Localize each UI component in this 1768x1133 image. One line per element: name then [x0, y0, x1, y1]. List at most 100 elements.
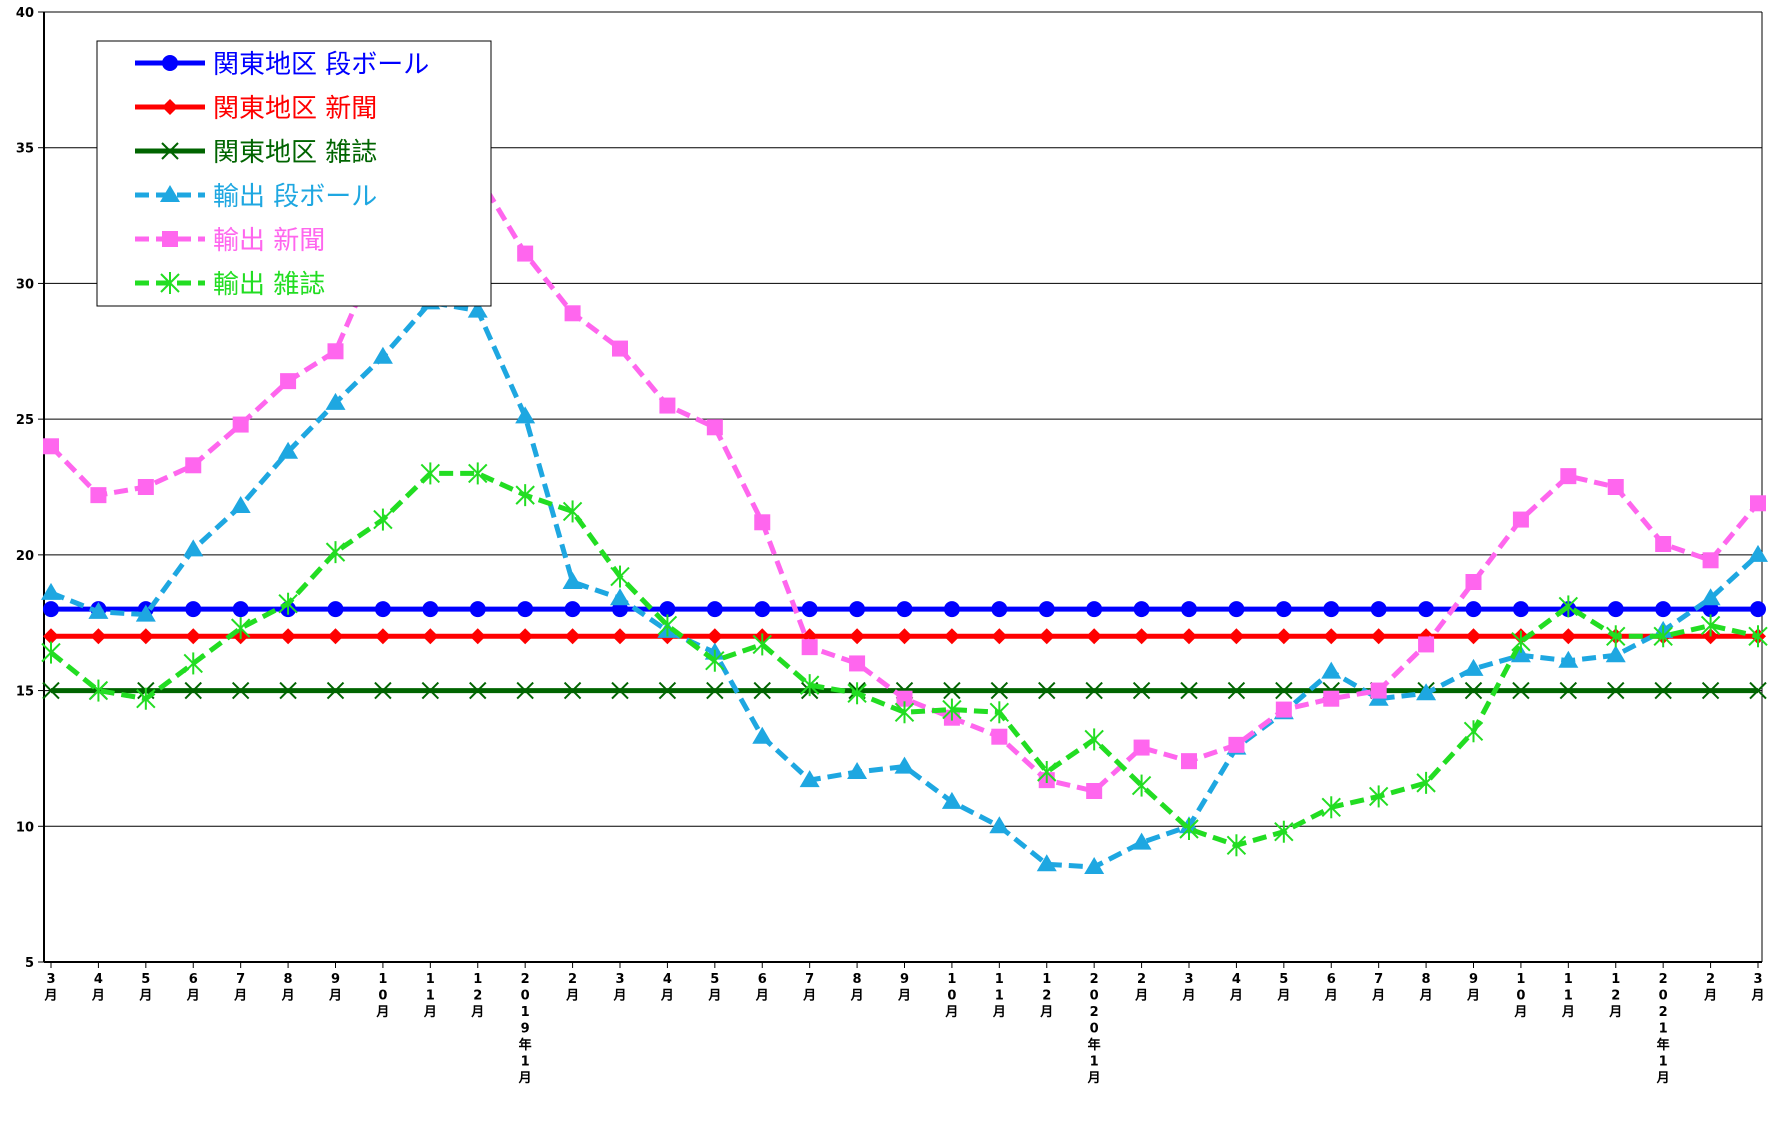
data-point	[847, 762, 868, 779]
data-point	[1227, 681, 1246, 700]
data-point	[1180, 681, 1198, 700]
data-point	[753, 681, 771, 700]
data-point	[754, 601, 771, 618]
data-point	[230, 496, 251, 513]
data-point	[517, 601, 534, 618]
data-point	[1512, 601, 1529, 618]
data-point	[657, 614, 678, 637]
data-point	[1748, 625, 1768, 648]
data-point	[1607, 601, 1624, 618]
data-point	[799, 770, 820, 788]
data-point	[943, 601, 960, 618]
data-point	[849, 655, 866, 672]
data-point	[1321, 796, 1341, 819]
data-point	[1084, 857, 1105, 874]
data-point	[564, 628, 581, 645]
data-point	[1133, 601, 1150, 618]
data-point	[801, 601, 818, 618]
data-point	[989, 701, 1010, 724]
legend-label: 輸出 新聞	[213, 226, 325, 256]
data-point	[469, 628, 486, 645]
data-point	[896, 601, 913, 618]
y-tick-label: 5	[25, 956, 34, 971]
data-point	[943, 681, 961, 700]
data-point	[41, 582, 61, 600]
data-point	[1655, 601, 1672, 618]
data-point	[1700, 614, 1721, 637]
data-point	[517, 245, 534, 262]
data-point	[1038, 681, 1056, 700]
data-point	[231, 681, 250, 700]
data-point	[894, 701, 915, 724]
data-point	[184, 681, 202, 700]
data-point	[1181, 628, 1197, 645]
data-point	[1323, 628, 1340, 645]
data-point	[1133, 739, 1150, 756]
data-point	[373, 508, 393, 531]
data-point	[280, 628, 297, 645]
data-point	[941, 791, 962, 809]
legend-box	[96, 40, 492, 307]
data-point	[562, 572, 583, 589]
data-point	[1275, 601, 1292, 618]
data-point	[325, 541, 346, 564]
data-point	[374, 628, 391, 645]
data-point	[1701, 681, 1720, 700]
data-point	[1463, 658, 1484, 676]
y-tick-label: 30	[16, 277, 34, 292]
data-point	[1702, 552, 1719, 569]
data-point	[1560, 628, 1577, 645]
data-point	[1511, 630, 1531, 653]
data-point	[562, 500, 583, 523]
legend-label: 輸出 段ボール	[213, 182, 377, 212]
data-point	[752, 726, 773, 744]
data-point	[183, 652, 203, 675]
series-layer	[41, 166, 1768, 874]
data-point	[564, 601, 581, 618]
data-point	[88, 601, 109, 619]
data-point	[1228, 601, 1245, 618]
data-point	[1368, 785, 1389, 808]
legend-label: 関東地区 段ボール	[213, 50, 429, 80]
data-point	[754, 514, 771, 531]
data-point	[43, 438, 59, 455]
data-point	[799, 674, 820, 697]
data-point	[135, 604, 156, 622]
data-point	[1131, 774, 1152, 797]
data-point	[1653, 625, 1673, 648]
data-point	[659, 397, 676, 414]
data-point	[1133, 628, 1150, 645]
data-point	[1418, 601, 1435, 618]
data-point	[1749, 681, 1767, 700]
data-point	[1416, 771, 1436, 794]
data-point	[1086, 783, 1103, 799]
data-point	[517, 628, 534, 645]
data-point	[991, 728, 1008, 745]
data-point	[1605, 645, 1626, 663]
data-point	[374, 601, 391, 618]
legend-marker	[161, 142, 179, 160]
data-point	[1274, 820, 1294, 843]
data-point	[137, 628, 154, 645]
data-point	[1038, 628, 1055, 645]
